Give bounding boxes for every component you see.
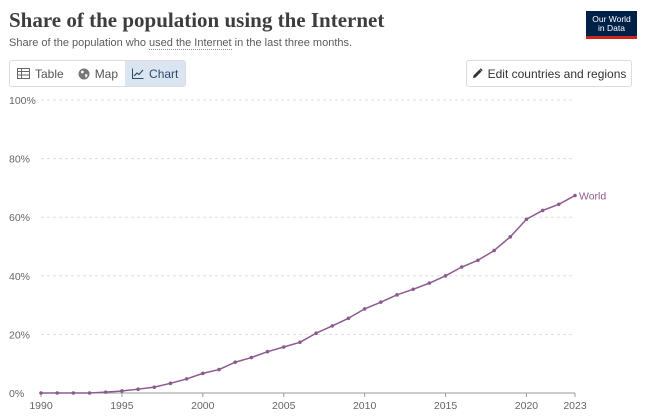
- chart-subtitle: Share of the population who used the Int…: [9, 37, 353, 50]
- data-point[interactable]: [217, 367, 221, 372]
- data-point[interactable]: [314, 331, 318, 336]
- table-icon: [17, 68, 30, 79]
- tab-table-label: Table: [35, 66, 64, 81]
- y-tick-label: 60%: [9, 212, 30, 224]
- edit-countries-label: Edit countries and regions: [487, 66, 627, 81]
- data-point[interactable]: [152, 385, 157, 389]
- data-point[interactable]: [508, 235, 513, 239]
- x-tick-label: 2023: [563, 400, 587, 412]
- series-world[interactable]: World: [39, 191, 606, 395]
- tab-map[interactable]: Map: [71, 61, 125, 86]
- tab-chart-label: Chart: [149, 66, 179, 81]
- x-tick-label: 2015: [434, 400, 458, 412]
- y-tick-label: 40%: [9, 271, 30, 283]
- view-tabs: Table Map Chart: [9, 60, 187, 87]
- subtitle-text-post: in the last three months.: [231, 37, 353, 49]
- y-tick-label: 100%: [9, 95, 36, 107]
- data-point[interactable]: [298, 340, 302, 345]
- data-point[interactable]: [55, 391, 59, 395]
- gridlines: [41, 99, 575, 394]
- x-tick-label: 1995: [110, 400, 134, 412]
- data-point[interactable]: [346, 316, 351, 321]
- x-tick-label: 1990: [29, 400, 53, 412]
- chart-title: Share of the population using the Intern…: [9, 8, 385, 32]
- data-point[interactable]: [557, 202, 561, 207]
- y-axis-ticks: 0% 20% 40% 60% 80% 100%: [9, 95, 36, 400]
- data-point[interactable]: [39, 391, 43, 395]
- subtitle-definition-link[interactable]: used the Internet: [149, 37, 232, 50]
- series-line-world[interactable]: [41, 194, 576, 394]
- logo-line-1: Our World: [592, 14, 631, 24]
- data-point[interactable]: [201, 371, 205, 376]
- data-point[interactable]: [233, 360, 237, 365]
- data-point[interactable]: [249, 355, 254, 360]
- edit-countries-button[interactable]: Edit countries and regions: [466, 60, 632, 87]
- data-point[interactable]: [524, 217, 529, 222]
- series-label-world: World: [579, 191, 606, 203]
- tab-table[interactable]: Table: [10, 61, 71, 86]
- x-tick-label: 2000: [191, 400, 215, 412]
- data-point[interactable]: [330, 324, 335, 328]
- data-point[interactable]: [103, 390, 108, 394]
- y-tick-label: 80%: [9, 154, 30, 166]
- data-point[interactable]: [427, 281, 432, 285]
- x-tick-label: 2020: [515, 400, 539, 412]
- data-point[interactable]: [120, 389, 124, 393]
- data-point[interactable]: [362, 307, 367, 311]
- data-point[interactable]: [411, 287, 415, 292]
- tab-chart[interactable]: Chart: [125, 61, 186, 86]
- x-axis-ticks: 1990 1995 2000 2005 2010 2015 2020 2023: [29, 393, 587, 412]
- data-point[interactable]: [459, 265, 464, 269]
- data-point[interactable]: [168, 381, 173, 386]
- logo-line-2: in Data: [598, 23, 625, 33]
- data-point[interactable]: [395, 293, 399, 297]
- data-point[interactable]: [71, 391, 76, 395]
- data-point[interactable]: [281, 345, 286, 349]
- globe-icon: [78, 68, 90, 79]
- data-point[interactable]: [184, 377, 189, 381]
- data-point[interactable]: [492, 248, 496, 253]
- data-point[interactable]: [573, 193, 577, 198]
- data-point[interactable]: [540, 208, 545, 213]
- owid-logo[interactable]: Our World in Data: [586, 11, 637, 39]
- data-point[interactable]: [87, 391, 92, 395]
- y-tick-label: 0%: [9, 388, 24, 400]
- data-point[interactable]: [379, 300, 383, 304]
- tab-map-label: Map: [94, 66, 119, 81]
- y-tick-label: 20%: [9, 329, 30, 341]
- subtitle-text-pre: Share of the population who: [9, 37, 150, 49]
- pencil-icon: [472, 68, 483, 78]
- data-point[interactable]: [476, 258, 480, 263]
- x-tick-label: 2005: [272, 400, 296, 412]
- data-point[interactable]: [136, 387, 140, 391]
- line-chart-icon: [132, 68, 144, 79]
- x-tick-label: 2010: [353, 400, 377, 412]
- data-point[interactable]: [443, 274, 448, 278]
- data-point[interactable]: [265, 349, 270, 354]
